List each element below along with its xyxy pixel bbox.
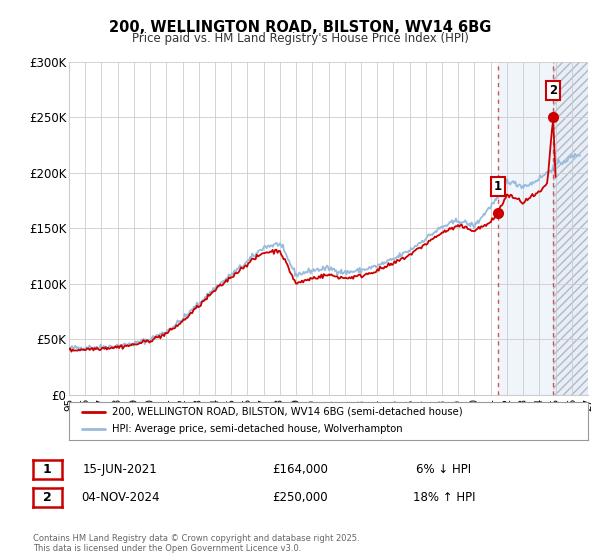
Text: 15-JUN-2021: 15-JUN-2021	[83, 463, 157, 476]
Text: 1: 1	[43, 463, 52, 477]
Text: £164,000: £164,000	[272, 463, 328, 476]
Text: 2: 2	[43, 491, 52, 505]
Text: 200, WELLINGTON ROAD, BILSTON, WV14 6BG: 200, WELLINGTON ROAD, BILSTON, WV14 6BG	[109, 20, 491, 35]
Text: 2: 2	[549, 84, 557, 97]
Text: 18% ↑ HPI: 18% ↑ HPI	[413, 491, 475, 504]
Text: £250,000: £250,000	[272, 491, 328, 504]
Text: HPI: Average price, semi-detached house, Wolverhampton: HPI: Average price, semi-detached house,…	[112, 424, 402, 435]
Text: Price paid vs. HM Land Registry's House Price Index (HPI): Price paid vs. HM Land Registry's House …	[131, 32, 469, 45]
Bar	[553, 62, 588, 395]
Text: 6% ↓ HPI: 6% ↓ HPI	[416, 463, 472, 476]
Text: Contains HM Land Registry data © Crown copyright and database right 2025.
This d: Contains HM Land Registry data © Crown c…	[33, 534, 359, 553]
Text: 04-NOV-2024: 04-NOV-2024	[81, 491, 159, 504]
Text: 200, WELLINGTON ROAD, BILSTON, WV14 6BG (semi-detached house): 200, WELLINGTON ROAD, BILSTON, WV14 6BG …	[112, 407, 462, 417]
Bar	[498, 62, 553, 395]
Text: 1: 1	[494, 180, 502, 193]
